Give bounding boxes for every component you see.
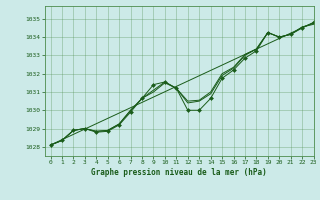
X-axis label: Graphe pression niveau de la mer (hPa): Graphe pression niveau de la mer (hPa): [91, 168, 267, 177]
